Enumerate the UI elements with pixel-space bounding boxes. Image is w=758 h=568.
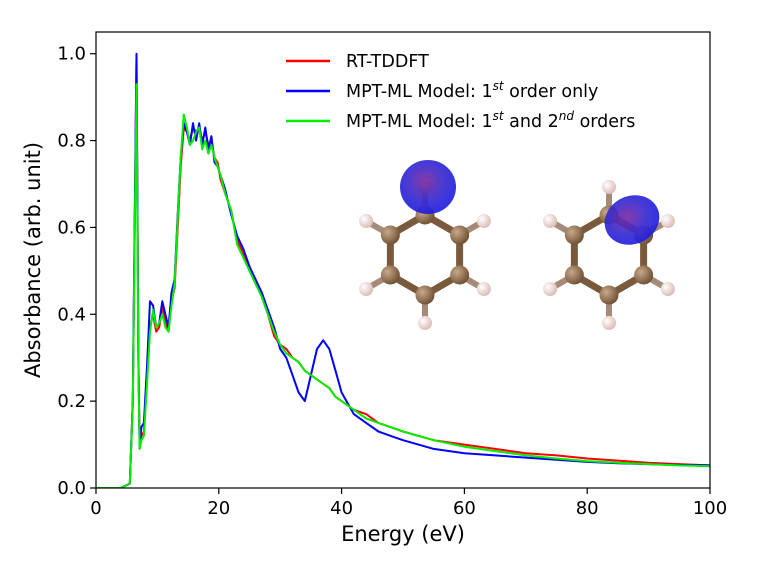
carbon-atom xyxy=(415,285,435,305)
carbon-atom xyxy=(450,225,470,245)
hydrogen-atom xyxy=(602,180,616,194)
series-layer xyxy=(96,52,710,488)
x-tick-label: 40 xyxy=(330,498,353,519)
legend-label-1: MPT-ML Model: 1st order only xyxy=(346,79,598,102)
molecule-a xyxy=(359,160,491,330)
hydrogen-atom xyxy=(476,214,491,228)
y-tick-label: 0.2 xyxy=(57,391,86,412)
x-tick-label: 60 xyxy=(453,498,476,519)
y-axis-title: Absorbance (arb. unit) xyxy=(21,142,45,378)
carbon-atom xyxy=(564,265,584,285)
y-tick-label: 0.0 xyxy=(57,478,86,499)
molecule-inset xyxy=(359,160,675,330)
x-tick-label: 20 xyxy=(207,498,230,519)
carbon-atom xyxy=(380,225,400,245)
y-tick-label: 0.8 xyxy=(57,131,86,152)
molecule-b xyxy=(543,180,675,330)
hydrogen-atom xyxy=(602,316,616,330)
series-line-2 xyxy=(96,83,710,488)
x-tick-label: 80 xyxy=(576,498,599,519)
x-tick-label: 0 xyxy=(90,498,101,519)
legend-label-2: MPT-ML Model: 1st and 2nd orders xyxy=(346,109,635,132)
legend: RT-TDDFT MPT-ML Model: 1st order only MPT-… xyxy=(286,52,635,132)
x-tick-label: 100 xyxy=(693,498,727,519)
carbon-atom xyxy=(634,265,654,285)
hydrogen-atom xyxy=(476,282,491,296)
hydrogen-atom xyxy=(359,282,374,296)
carbon-atom xyxy=(380,265,400,285)
hydrogen-atom xyxy=(359,214,374,228)
electron-density-lobe xyxy=(400,160,456,214)
carbon-atom xyxy=(599,285,619,305)
axes: 0 20 40 60 80 100 0.0 0.2 0.4 0.6 0.8 1.0 xyxy=(57,31,727,519)
hydrogen-atom xyxy=(543,214,558,228)
legend-label-0: RT-TDDFT xyxy=(346,52,429,72)
electron-density-lobe xyxy=(604,195,660,245)
y-tick-label: 0.4 xyxy=(57,304,86,325)
plot-frame xyxy=(95,31,711,489)
hydrogen-atom xyxy=(660,282,675,296)
hydrogen-atom xyxy=(660,214,675,228)
y-tick-label: 1.0 xyxy=(57,44,86,65)
carbon-atom xyxy=(450,265,470,285)
hydrogen-atom xyxy=(418,316,432,330)
hydrogen-atom xyxy=(543,282,558,296)
carbon-atom xyxy=(564,225,584,245)
x-axis-title: Energy (eV) xyxy=(341,522,465,546)
y-tick-label: 0.6 xyxy=(57,217,86,238)
